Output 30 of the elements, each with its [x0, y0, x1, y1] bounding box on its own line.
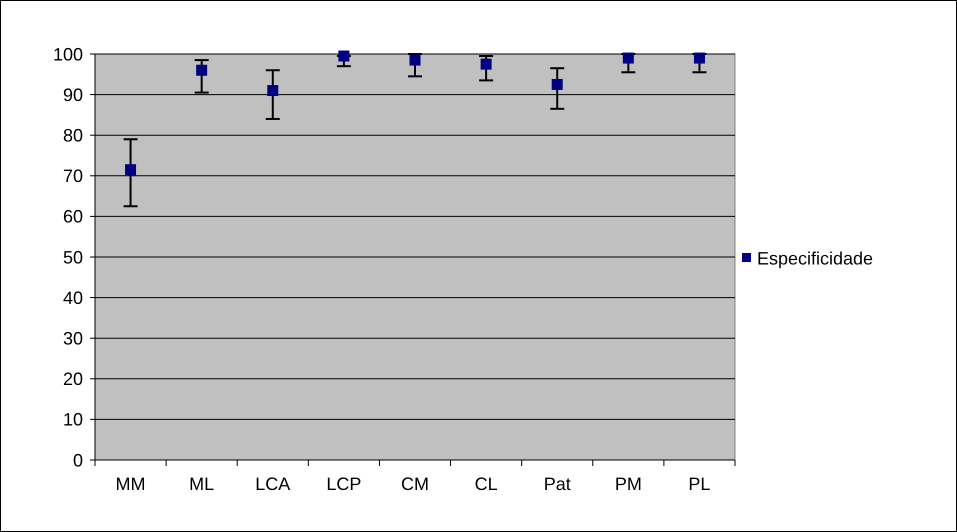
- x-tick-label: ML: [189, 474, 214, 494]
- x-tick-label: LCP: [326, 474, 362, 494]
- y-tick-label: 50: [62, 247, 83, 268]
- point: [480, 58, 492, 70]
- point: [196, 64, 208, 76]
- point: [267, 85, 278, 96]
- x-tick-label: Pat: [544, 474, 571, 494]
- point: [125, 164, 136, 176]
- x-tick-label: CL: [474, 474, 498, 494]
- x-tick-label: PM: [614, 474, 642, 494]
- x-tick-label: PL: [688, 474, 710, 494]
- y-tick-label: 10: [62, 410, 83, 430]
- x-tick-label: MM: [116, 474, 146, 494]
- x-tick-label: LCA: [255, 474, 290, 494]
- y-tick-label: 30: [62, 328, 83, 348]
- y-tick-label: 100: [52, 44, 83, 64]
- point: [694, 52, 705, 64]
- y-tick-label: 80: [62, 126, 83, 146]
- point: [622, 52, 634, 64]
- y-tick-label: 60: [62, 206, 83, 227]
- y-tick-label: 20: [62, 369, 83, 390]
- legend-label: Especificidade: [757, 248, 874, 268]
- y-tick-label: 0: [72, 450, 83, 470]
- y-tick-label: 90: [62, 84, 83, 105]
- y-tick-label: 40: [62, 288, 83, 308]
- x-tick-label: CM: [401, 474, 429, 494]
- point: [410, 54, 420, 66]
- point: [338, 50, 350, 62]
- point: [552, 78, 563, 90]
- y-tick-label: 70: [62, 166, 83, 186]
